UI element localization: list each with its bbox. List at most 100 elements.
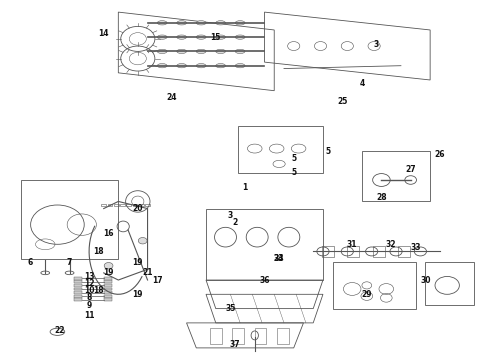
Text: 6: 6	[28, 258, 33, 267]
Text: 19: 19	[133, 290, 143, 299]
Bar	[104, 277, 112, 280]
Ellipse shape	[104, 262, 113, 269]
Ellipse shape	[157, 49, 167, 54]
Text: 24: 24	[167, 93, 177, 102]
Bar	[362, 152, 430, 202]
Bar	[74, 280, 82, 283]
Bar	[104, 295, 112, 297]
Text: 12: 12	[84, 279, 95, 288]
Ellipse shape	[177, 35, 187, 39]
Bar	[373, 246, 385, 257]
Bar	[74, 291, 82, 294]
Text: 5: 5	[291, 168, 296, 177]
Ellipse shape	[235, 21, 245, 25]
Bar	[74, 277, 82, 280]
Bar	[104, 288, 112, 291]
Bar	[210, 328, 221, 344]
Text: 1: 1	[243, 183, 247, 192]
Ellipse shape	[235, 64, 245, 68]
Bar	[145, 203, 150, 206]
Bar	[139, 203, 144, 206]
Ellipse shape	[177, 49, 187, 54]
Ellipse shape	[138, 238, 147, 244]
Bar	[107, 203, 112, 206]
Bar	[126, 203, 131, 206]
Bar	[277, 328, 289, 344]
Ellipse shape	[216, 21, 225, 25]
Text: 31: 31	[347, 240, 357, 249]
Text: 34: 34	[274, 254, 284, 263]
Text: 7: 7	[67, 258, 73, 267]
Bar	[74, 288, 82, 291]
Bar	[232, 328, 244, 344]
Text: 26: 26	[435, 150, 445, 159]
Ellipse shape	[216, 64, 225, 68]
Text: 28: 28	[376, 193, 387, 202]
Text: 29: 29	[362, 290, 372, 299]
Ellipse shape	[196, 64, 206, 68]
Bar	[425, 262, 474, 305]
Text: 3: 3	[374, 40, 379, 49]
Ellipse shape	[196, 49, 206, 54]
Bar	[238, 126, 323, 173]
Bar	[114, 203, 119, 206]
Bar	[101, 203, 106, 206]
Bar	[133, 203, 138, 206]
Bar	[347, 246, 360, 257]
Bar	[104, 280, 112, 283]
Bar	[74, 295, 82, 297]
Text: 18: 18	[94, 247, 104, 256]
Ellipse shape	[196, 21, 206, 25]
Text: 8: 8	[86, 293, 92, 302]
Text: 3: 3	[228, 211, 233, 220]
Text: 20: 20	[133, 204, 143, 213]
Ellipse shape	[235, 35, 245, 39]
Bar	[398, 246, 410, 257]
Ellipse shape	[157, 21, 167, 25]
Bar	[333, 262, 416, 309]
Text: 27: 27	[405, 165, 416, 174]
Ellipse shape	[157, 35, 167, 39]
Text: 33: 33	[410, 243, 421, 252]
Ellipse shape	[196, 35, 206, 39]
Text: 9: 9	[86, 301, 92, 310]
Bar	[74, 284, 82, 287]
Bar	[104, 298, 112, 301]
Ellipse shape	[216, 49, 225, 54]
Bar	[120, 203, 125, 206]
Text: 22: 22	[54, 325, 65, 334]
Text: 36: 36	[259, 275, 270, 284]
Text: 21: 21	[142, 268, 153, 277]
Ellipse shape	[177, 64, 187, 68]
Ellipse shape	[235, 49, 245, 54]
Text: 37: 37	[230, 340, 241, 349]
Text: 2: 2	[233, 219, 238, 228]
Text: 23: 23	[274, 254, 284, 263]
Text: 15: 15	[211, 33, 221, 42]
Ellipse shape	[157, 64, 167, 68]
Text: 14: 14	[98, 29, 109, 38]
Text: 16: 16	[103, 229, 114, 238]
Bar	[104, 284, 112, 287]
Text: 5: 5	[291, 154, 296, 163]
Text: 30: 30	[420, 275, 431, 284]
Text: 19: 19	[103, 268, 114, 277]
Text: 13: 13	[84, 272, 95, 281]
Text: 11: 11	[84, 311, 95, 320]
Ellipse shape	[177, 21, 187, 25]
Text: 19: 19	[133, 258, 143, 267]
Text: 25: 25	[337, 97, 347, 106]
Bar	[21, 180, 118, 258]
Text: 5: 5	[325, 147, 330, 156]
Text: 10: 10	[84, 286, 95, 295]
Bar	[104, 291, 112, 294]
Bar	[74, 298, 82, 301]
Ellipse shape	[216, 35, 225, 39]
Text: 35: 35	[225, 304, 236, 313]
Text: 32: 32	[386, 240, 396, 249]
Text: 17: 17	[152, 275, 163, 284]
Text: 18: 18	[94, 286, 104, 295]
Text: 4: 4	[359, 79, 365, 88]
Bar	[255, 328, 267, 344]
Bar	[322, 246, 334, 257]
